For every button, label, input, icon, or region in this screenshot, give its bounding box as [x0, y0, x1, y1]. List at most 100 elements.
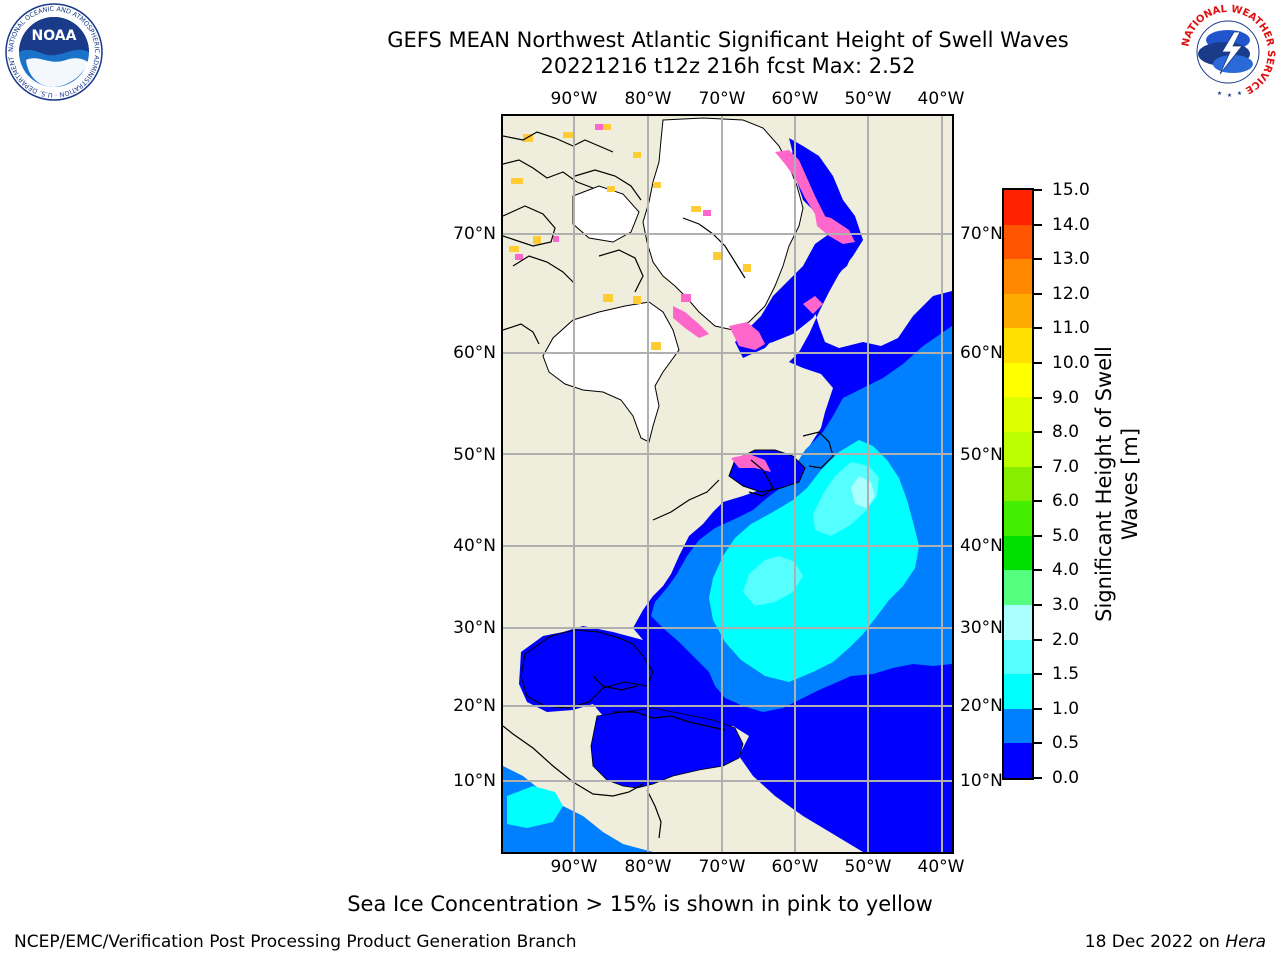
- producer-credit: NCEP/EMC/Verification Post Processing Pr…: [14, 932, 577, 952]
- colorbar-segment: [1004, 639, 1032, 675]
- lon-tick-bottom-70w: 70°W: [698, 857, 746, 877]
- hudson-strait: [743, 292, 823, 348]
- colorbar-tickmark: [1034, 673, 1042, 676]
- lat-tick-left-60n: 60°N: [453, 343, 496, 363]
- colorbar-tick-label: 0.5: [1052, 733, 1080, 754]
- colorbar-segment: [1004, 535, 1032, 571]
- colorbar-tick-label: 0.0: [1052, 768, 1080, 788]
- map-canvas: [503, 116, 952, 852]
- lat-tick-left-50n: 50°N: [453, 445, 496, 465]
- lon-tick-top-70w: 70°W: [698, 89, 746, 109]
- colorbar-tick-label: 15.0: [1052, 180, 1090, 200]
- caribbean-sea: [590, 707, 744, 789]
- colorbar-tick-label: 9.0: [1052, 387, 1080, 408]
- lon-tick-bottom-80w: 80°W: [624, 857, 672, 877]
- colorbar-segment: [1004, 501, 1032, 536]
- sea-ice-markers: [673, 150, 855, 472]
- colorbar-tickmark: [1034, 569, 1042, 572]
- colorbar-tickmark: [1034, 292, 1042, 295]
- gulf-of-mexico: [520, 629, 654, 709]
- lon-tick-bottom-40w: 40°W: [917, 857, 965, 877]
- colorbar-tick-label: 2.0: [1052, 629, 1080, 650]
- generation-date: 18 Dec 2022 on Hera: [1085, 931, 1266, 953]
- colorbar-segment: [1004, 708, 1032, 744]
- colorbar-tickmark: [1034, 707, 1042, 710]
- lat-tick-right-50n: 50°N: [960, 445, 1003, 465]
- lat-tick-right-40n: 40°N: [960, 536, 1003, 556]
- lat-tick-left-30n: 30°N: [453, 618, 496, 638]
- colorbar-tickmark: [1034, 465, 1042, 468]
- colorbar-segment: [1004, 397, 1032, 433]
- colorbar-title-line2: Waves [m]: [1118, 427, 1142, 541]
- colorbar-tick-label: 8.0: [1052, 422, 1080, 443]
- colorbar-tickmark: [1034, 396, 1042, 399]
- map-panel: [501, 114, 954, 854]
- lat-tick-left-20n: 20°N: [453, 696, 496, 716]
- colorbar-segment: [1004, 466, 1032, 502]
- pacific-region-0.5-1.0: [503, 766, 653, 852]
- colorbar: [1002, 188, 1034, 780]
- colorbar-tick-label: 14.0: [1052, 214, 1090, 235]
- colorbar-tickmark: [1034, 500, 1042, 503]
- lon-tick-top-80w: 80°W: [624, 89, 672, 109]
- colorbar-tick-label: 10.0: [1052, 352, 1090, 373]
- sea-ice-pink-dots: [515, 124, 711, 302]
- colorbar-tick-label: 6.0: [1052, 491, 1080, 512]
- colorbar-title-line1: Significant Height of Swell: [1092, 346, 1116, 622]
- lon-tick-top-90w: 90°W: [550, 89, 598, 109]
- colorbar-segment: [1004, 605, 1032, 640]
- chart-title: GEFS MEAN Northwest Atlantic Significant…: [387, 28, 1069, 52]
- colorbar-segment: [1004, 674, 1032, 709]
- colorbar-segment: [1004, 224, 1032, 260]
- lat-tick-right-10n: 10°N: [960, 771, 1003, 791]
- colorbar-segment: [1004, 259, 1032, 294]
- lon-tick-bottom-90w: 90°W: [550, 857, 598, 877]
- noaa-logo: NATIONAL OCEANIC AND ATMOSPHERIC ADMINIS…: [4, 2, 103, 101]
- lon-tick-top-60w: 60°W: [771, 89, 819, 109]
- generation-date-text: 18 Dec 2022 on: [1084, 932, 1220, 952]
- lat-tick-right-20n: 20°N: [960, 696, 1003, 716]
- colorbar-tickmark: [1034, 742, 1042, 745]
- lat-tick-right-70n: 70°N: [960, 224, 1003, 244]
- colorbar-tickmark: [1034, 327, 1042, 330]
- lon-tick-bottom-50w: 50°W: [844, 857, 892, 877]
- lat-tick-left-40n: 40°N: [453, 536, 496, 556]
- sea-ice-note: Sea Ice Concentration > 15% is shown in …: [347, 892, 933, 916]
- colorbar-tick-label: 4.0: [1052, 560, 1080, 581]
- graticule: [503, 116, 952, 852]
- colorbar-segment: [1004, 362, 1032, 398]
- colorbar-tickmark: [1034, 534, 1042, 537]
- coastlines: [503, 131, 834, 839]
- colorbar-segment: [1004, 570, 1032, 606]
- colorbar-tick-label: 1.5: [1052, 664, 1080, 685]
- colorbar-title: Significant Height of Swell Waves [m]: [1091, 324, 1143, 644]
- colorbar-segment: [1004, 328, 1032, 363]
- generation-machine: Hera: [1225, 932, 1266, 952]
- lat-tick-left-70n: 70°N: [453, 224, 496, 244]
- colorbar-tick-label: 7.0: [1052, 456, 1080, 477]
- lat-tick-right-30n: 30°N: [960, 618, 1003, 638]
- colorbar-segment: [1004, 432, 1032, 467]
- noaa-wordmark: NOAA: [32, 28, 77, 44]
- hudson-bay-ice: [542, 301, 680, 443]
- ocean-region-1.5-2.0-b: [743, 556, 803, 606]
- lon-tick-bottom-60w: 60°W: [771, 857, 819, 877]
- colorbar-tick-label: 13.0: [1052, 249, 1090, 270]
- colorbar-tick-label: 1.0: [1052, 698, 1080, 719]
- colorbar-tickmark: [1034, 258, 1042, 261]
- colorbar-tickmark: [1034, 223, 1042, 226]
- colorbar-tickmark: [1034, 604, 1042, 607]
- colorbar-tickmark: [1034, 431, 1042, 434]
- lon-tick-top-40w: 40°W: [917, 89, 965, 109]
- colorbar-segment: [1004, 189, 1032, 225]
- chart-subtitle: 20221216 t12z 216h fcst Max: 2.52: [540, 54, 916, 78]
- colorbar-tickmark: [1034, 638, 1042, 641]
- pacific-region-1.0-1.5: [507, 786, 563, 828]
- nws-logo: NATIONAL WEATHER SERVICE: [1180, 4, 1276, 100]
- colorbar-tickmark: [1034, 777, 1042, 779]
- sea-ice-yellow-markers: [509, 124, 751, 350]
- lon-tick-top-50w: 50°W: [844, 89, 892, 109]
- colorbar-tick-label: 3.0: [1052, 595, 1080, 616]
- colorbar-tickmark: [1034, 189, 1042, 191]
- lat-tick-right-60n: 60°N: [960, 343, 1003, 363]
